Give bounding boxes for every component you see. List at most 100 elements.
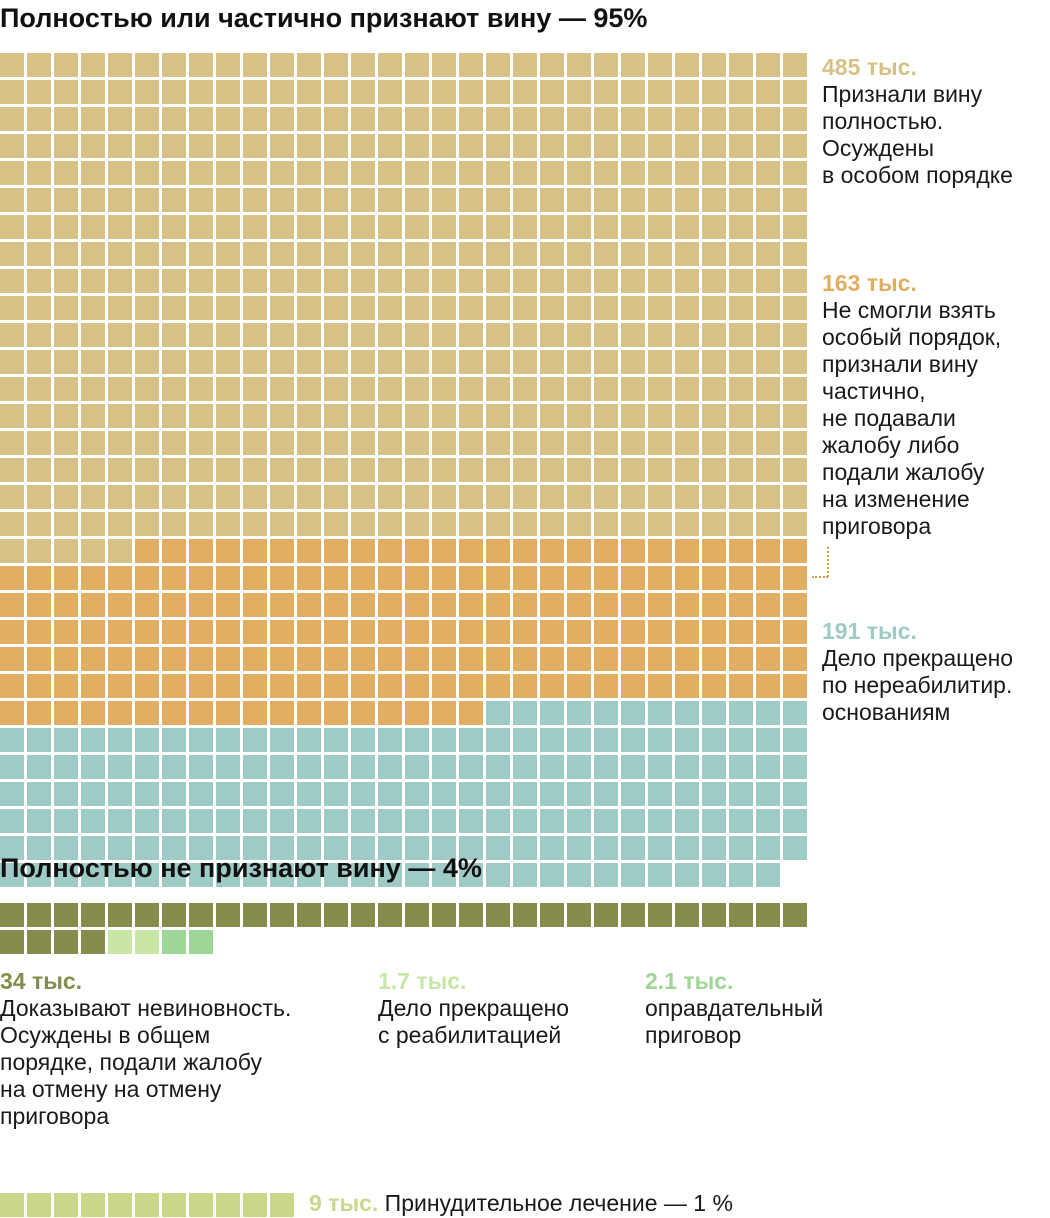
waffle-cell-series-0: [189, 1193, 213, 1217]
waffle-cell-series-2: [621, 755, 645, 779]
waffle-cell-series-0: [27, 431, 51, 455]
waffle-cell-series-1: [216, 647, 240, 671]
waffle-cell-series-0: [81, 53, 105, 77]
waffle-cell-series-0: [594, 458, 618, 482]
waffle-cell-series-0: [351, 458, 375, 482]
waffle-cell-series-1: [540, 674, 564, 698]
waffle-cell-series-2: [594, 836, 618, 860]
waffle-cell-series-0: [756, 485, 780, 509]
waffle-cell-series-0: [0, 930, 24, 954]
waffle-cell-series-0: [648, 404, 672, 428]
waffle-cell-series-0: [297, 80, 321, 104]
waffle-cell-series-0: [756, 323, 780, 347]
waffle-cell-series-0: [540, 134, 564, 158]
waffle-cell-series-0: [54, 107, 78, 131]
waffle-cell-series-0: [351, 188, 375, 212]
waffle-cell-series-0: [108, 161, 132, 185]
waffle-cell-series-1: [729, 539, 753, 563]
waffle-cell-series-1: [756, 620, 780, 644]
waffle-cell-series-0: [540, 485, 564, 509]
waffle-cell-series-0: [486, 458, 510, 482]
waffle-cell-series-0: [351, 242, 375, 266]
waffle-cell-series-1: [378, 674, 402, 698]
waffle-cell-series-0: [540, 431, 564, 455]
waffle-cell-series-1: [0, 566, 24, 590]
waffle-cell-series-0: [135, 296, 159, 320]
waffle-cell-series-2: [459, 755, 483, 779]
waffle-cell-series-2: [81, 836, 105, 860]
series-description: Признали вину полностью. Осуждены в особ…: [822, 81, 1013, 188]
waffle-cell-series-2: [540, 701, 564, 725]
waffle-cell-series-0: [81, 1193, 105, 1217]
waffle-cell-series-0: [216, 323, 240, 347]
series-description: Дело прекращено по нереабилитир. основан…: [822, 645, 1014, 725]
waffle-cell-series-1: [756, 539, 780, 563]
waffle-cell-series-0: [540, 404, 564, 428]
waffle-cell-series-1: [351, 701, 375, 725]
waffle-cell-series-0: [756, 404, 780, 428]
waffle-cell-series-1: [162, 647, 186, 671]
waffle-cell-series-1: [621, 539, 645, 563]
waffle-cell-series-0: [486, 404, 510, 428]
waffle-cell-series-0: [405, 458, 429, 482]
waffle-cell-series-0: [702, 215, 726, 239]
waffle-cell-series-0: [594, 53, 618, 77]
waffle-cell-series-0: [0, 431, 24, 455]
waffle-cell-series-2: [216, 836, 240, 860]
waffle-cell-series-1: [459, 647, 483, 671]
waffle-cell-series-0: [108, 539, 132, 563]
waffle-cell-series-1: [594, 566, 618, 590]
label-proving-innocence: 34 тыс. Доказывают невиновность. Осужден…: [0, 968, 291, 1130]
waffle-cell-series-0: [108, 903, 132, 927]
waffle-cell-series-0: [243, 242, 267, 266]
waffle-cell-series-0: [540, 377, 564, 401]
waffle-cell-series-1: [162, 566, 186, 590]
waffle-cell-series-0: [567, 323, 591, 347]
waffle-cell-series-0: [513, 188, 537, 212]
waffle-cell-series-1: [513, 620, 537, 644]
waffle-cell-series-2: [243, 809, 267, 833]
waffle-cell-series-0: [756, 107, 780, 131]
value-label: 485 тыс.: [822, 54, 917, 80]
waffle-cell-series-0: [675, 903, 699, 927]
waffle-cell-series-2: [567, 863, 591, 887]
waffle-cell-series-1: [486, 674, 510, 698]
waffle-cell-series-0: [648, 323, 672, 347]
value-label: 163 тыс.: [822, 270, 917, 296]
waffle-cell-series-2: [378, 728, 402, 752]
waffle-cell-series-0: [567, 431, 591, 455]
waffle-cell-series-1: [567, 539, 591, 563]
waffle-cell-series-0: [0, 296, 24, 320]
waffle-cell-series-0: [459, 134, 483, 158]
waffle-cell-series-1: [297, 566, 321, 590]
waffle-cell-series-0: [702, 903, 726, 927]
waffle-cell-series-0: [567, 903, 591, 927]
waffle-cell-series-2: [135, 836, 159, 860]
waffle-cell-series-1: [135, 930, 159, 954]
waffle-cell-series-1: [729, 593, 753, 617]
waffle-cell-series-0: [729, 188, 753, 212]
waffle-cell-series-0: [783, 377, 807, 401]
waffle-cell-series-2: [567, 836, 591, 860]
series-description: Доказывают невиновность. Осуждены в обще…: [0, 995, 292, 1129]
waffle-cell-series-0: [378, 296, 402, 320]
waffle-cell-series-0: [729, 903, 753, 927]
waffle-cell-series-0: [675, 242, 699, 266]
waffle-cell-series-2: [594, 863, 618, 887]
waffle-cell-series-1: [216, 620, 240, 644]
waffle-cell-series-1: [405, 539, 429, 563]
waffle-cell-series-0: [513, 242, 537, 266]
waffle-cell-series-0: [675, 134, 699, 158]
waffle-cell-series-0: [162, 323, 186, 347]
waffle-cell-series-0: [594, 903, 618, 927]
waffle-cell-series-0: [702, 485, 726, 509]
waffle-cell-series-0: [621, 134, 645, 158]
waffle-cell-series-0: [27, 188, 51, 212]
waffle-cell-series-0: [459, 903, 483, 927]
waffle-cell-series-0: [702, 80, 726, 104]
waffle-cell-series-0: [243, 404, 267, 428]
waffle-cell-series-1: [432, 539, 456, 563]
waffle-cell-series-0: [459, 242, 483, 266]
waffle-cell-series-0: [432, 269, 456, 293]
waffle-cell-series-0: [486, 215, 510, 239]
